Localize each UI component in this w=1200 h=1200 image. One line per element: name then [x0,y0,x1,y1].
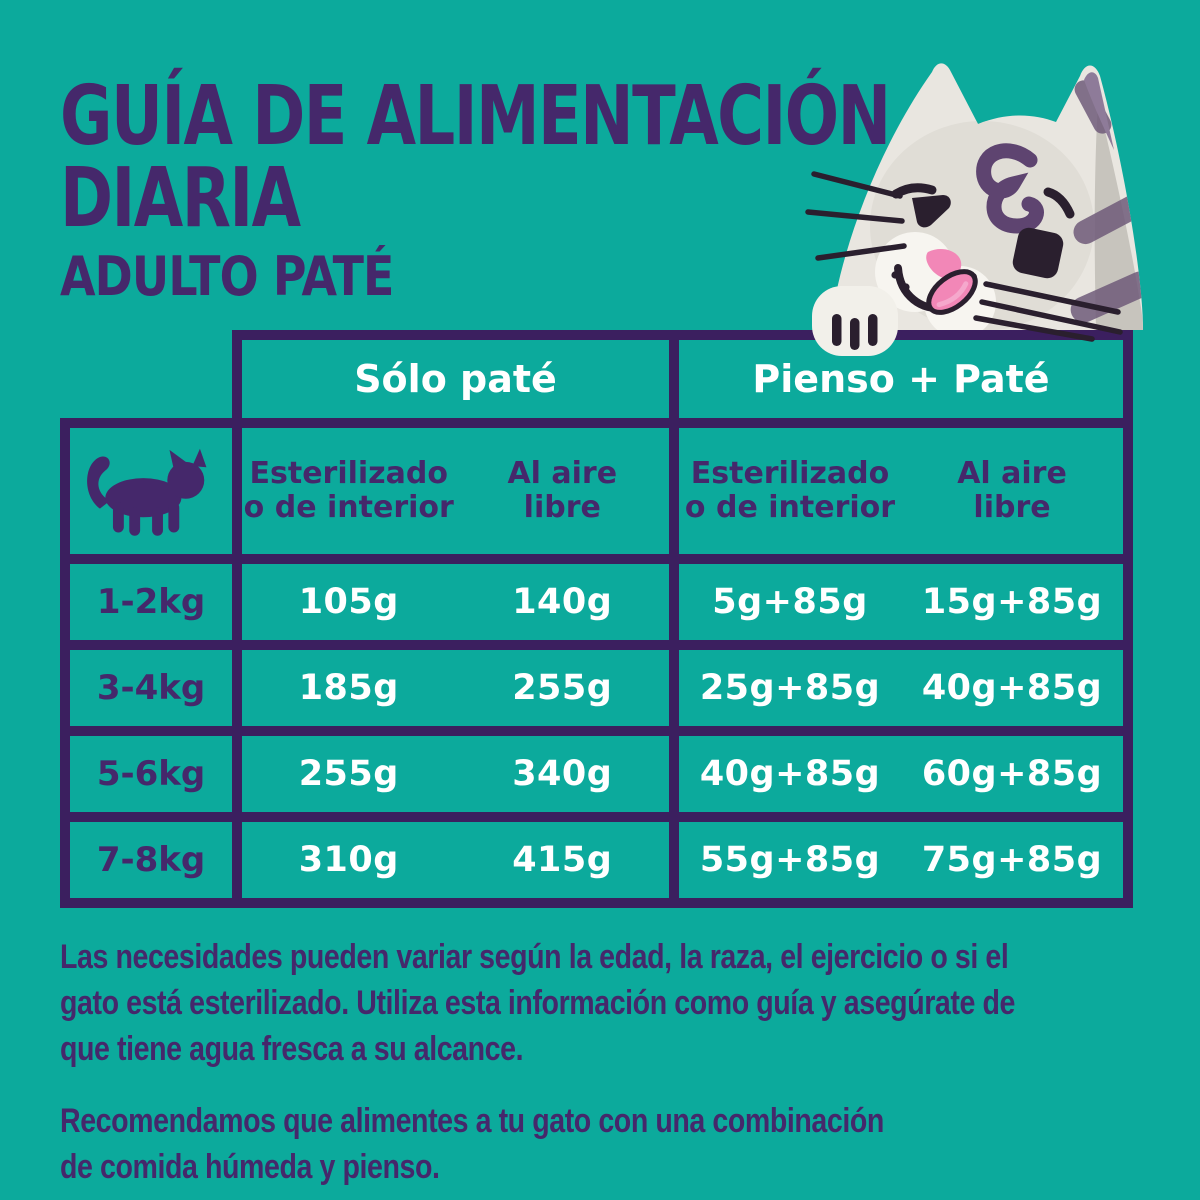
column-header-outdoor-right: Al aire libre [957,456,1067,525]
value-solo-outdoor: 255g [512,668,613,708]
mix-values-cell: 5g+85g 15g+85g [669,554,1133,650]
page-title: GUÍA DE ALIMENTACIÓN DIARIA [60,69,891,246]
cat-mascot-illustration [805,63,1143,356]
footer-paragraph-1: Las necesidades pueden variar según la e… [60,938,1015,1068]
solo-values-cell: 185g 255g [232,640,679,736]
group-header-pienso-pate: Pienso + Paté [669,330,1133,428]
table-corner-spacer [65,335,237,423]
page-title-line1: GUÍA DE ALIMENTACIÓN [60,69,891,164]
table-row: 5-6kg 255g 340g 40g+85g 60g+85g [60,726,1133,822]
weight-label: 1-2kg [60,554,242,650]
weight-label: 3-4kg [60,640,242,736]
column-header-sterilized-right: Esterilizado o de interior [684,456,896,525]
column-header-sterilized-left: Esterilizado o de interior [243,456,454,525]
group-header-pienso-pate-label: Pienso + Paté [752,357,1050,401]
solo-values-cell: 105g 140g [232,554,679,650]
table-row: 3-4kg 185g 255g 25g+85g 40g+85g [60,640,1133,736]
solo-values-cell: 310g 415g [232,812,679,908]
weight-label: 5-6kg [60,726,242,822]
table-row: 1-2kg 105g 140g 5g+85g 15g+85g [60,554,1133,650]
page-subtitle: ADULTO PATÉ [60,245,394,308]
subheader-mix-group: Esterilizado o de interior Al aire libre [669,418,1133,564]
value-mix-outdoor: 60g+85g [921,754,1103,794]
subheader-solo-group: Esterilizado o de interior Al aire libre [232,418,679,564]
table-group-header-row: Sólo paté Pienso + Paté [65,330,1133,428]
value-solo-sterilized: 310g [298,840,399,880]
value-solo-outdoor: 415g [512,840,613,880]
cat-paw [812,286,898,356]
value-solo-sterilized: 185g [298,668,399,708]
value-mix-sterilized: 25g+85g [699,668,881,708]
row-header-cat-cell [60,418,242,564]
mix-values-cell: 40g+85g 60g+85g [669,726,1133,822]
table-row: 7-8kg 310g 415g 55g+85g 75g+85g [60,812,1133,908]
footer-paragraph-2: Recomendamos que alimentes a tu gato con… [60,1102,884,1186]
page-title-line2: DIARIA [60,151,301,246]
footer-notes: Las necesidades pueden variar según la e… [60,934,1015,1190]
feeding-table: Sólo paté Pienso + Paté [60,330,1133,908]
value-mix-outdoor: 40g+85g [921,668,1103,708]
group-header-solo-pate: Sólo paté [232,330,679,428]
solo-values-cell: 255g 340g [232,726,679,822]
mix-values-cell: 25g+85g 40g+85g [669,640,1133,736]
value-mix-sterilized: 5g+85g [712,582,868,622]
value-mix-sterilized: 40g+85g [699,754,881,794]
value-mix-outdoor: 75g+85g [921,840,1103,880]
value-mix-outdoor: 15g+85g [921,582,1103,622]
value-solo-outdoor: 140g [512,582,613,622]
value-mix-sterilized: 55g+85g [699,840,881,880]
value-solo-outdoor: 340g [512,754,613,794]
table-subheader-row: Esterilizado o de interior Al aire libre… [60,418,1133,564]
value-solo-sterilized: 105g [298,582,399,622]
column-header-outdoor-left: Al aire libre [507,456,618,525]
value-solo-sterilized: 255g [298,754,399,794]
weight-label: 7-8kg [60,812,242,908]
cat-silhouette-icon [87,448,207,536]
group-header-solo-pate-label: Sólo paté [354,357,557,401]
mix-values-cell: 55g+85g 75g+85g [669,812,1133,908]
